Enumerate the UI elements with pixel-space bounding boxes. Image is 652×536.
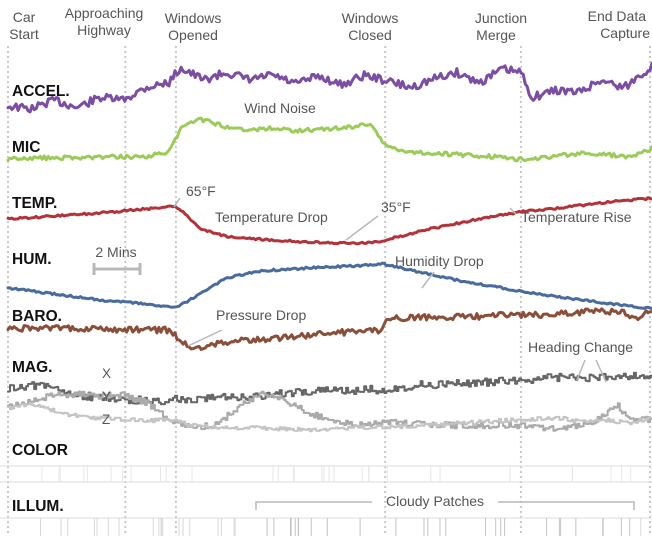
leader-heading-change-1 [576, 359, 586, 381]
event-lines [7, 46, 651, 536]
row-label-illum: ILLUM. [12, 498, 64, 515]
series-lines [6, 61, 652, 433]
event-labels: Car Start Approaching Highway Windows Op… [9, 5, 650, 43]
annotation-65f: 65°F [186, 183, 216, 199]
leader-pressure-drop [187, 329, 223, 347]
event-label-car-start-line2: Start [9, 26, 39, 42]
mag-axis-label-y: Y [102, 389, 111, 404]
leader-heading-change-2 [595, 359, 607, 383]
leader-35f [345, 215, 379, 241]
event-label-windows-closed-line1: Windows [342, 10, 399, 26]
annotation-labels: Wind Noise 65°F 35°F Temperature Drop Te… [102, 100, 633, 509]
event-label-end-data-capture-line1: End Data [588, 8, 647, 24]
event-label-approaching-highway-line2: Highway [77, 22, 131, 38]
series-line-accel [6, 61, 652, 114]
series-line-x [7, 371, 652, 406]
strips [0, 465, 652, 536]
annotation-temperature-rise: Temperature Rise [521, 209, 632, 225]
annotation-temperature-drop: Temperature Drop [215, 209, 328, 225]
event-label-junction-merge-line2: Merge [476, 27, 516, 43]
series-line-y [7, 390, 652, 432]
row-label-accel: ACCEL. [12, 83, 70, 100]
event-label-car-start-line1: Car [13, 9, 36, 25]
leader-humidity-drop [421, 271, 435, 289]
row-labels: ACCEL. MIC TEMP. HUM. BARO. MAG. COLOR I… [12, 83, 70, 515]
leader-65f [173, 197, 181, 208]
series-line-z [7, 402, 652, 433]
event-label-windows-opened-line1: Windows [165, 10, 222, 26]
row-label-baro: BARO. [12, 308, 62, 325]
annotation-35f: 35°F [381, 199, 411, 215]
annotation-cloudy-patches: Cloudy Patches [386, 493, 484, 509]
bracket-cloudy-patches [255, 501, 635, 510]
event-label-junction-merge-line1: Junction [475, 10, 527, 26]
series-line-mic [6, 116, 652, 163]
row-label-mic: MIC [12, 139, 40, 156]
mag-axis-label-z: Z [102, 412, 110, 427]
scale-bar: 2 Mins [92, 244, 142, 275]
annotation-pressure-drop: Pressure Drop [216, 307, 306, 323]
row-label-mag: MAG. [12, 359, 52, 376]
series-line-temp [6, 196, 652, 246]
annotation-humidity-drop: Humidity Drop [395, 253, 484, 269]
event-label-approaching-highway-line1: Approaching [65, 5, 144, 21]
row-label-color: COLOR [12, 442, 68, 459]
scale-bar-label: 2 Mins [95, 244, 136, 260]
series-line-baro [6, 307, 652, 351]
event-label-windows-opened-line2: Opened [168, 27, 218, 43]
annotation-heading-change: Heading Change [528, 339, 633, 355]
row-label-hum: HUM. [12, 251, 52, 268]
mag-axis-label-x: X [102, 366, 111, 381]
annotation-wind-noise: Wind Noise [244, 100, 316, 116]
series-line-hum [6, 261, 652, 311]
annotations [173, 197, 635, 510]
event-label-end-data-capture-line2: Capture [600, 25, 650, 41]
leader-temperature-rise [509, 207, 517, 215]
row-label-temp: TEMP. [12, 195, 57, 212]
event-label-windows-closed-line2: Closed [348, 27, 392, 43]
